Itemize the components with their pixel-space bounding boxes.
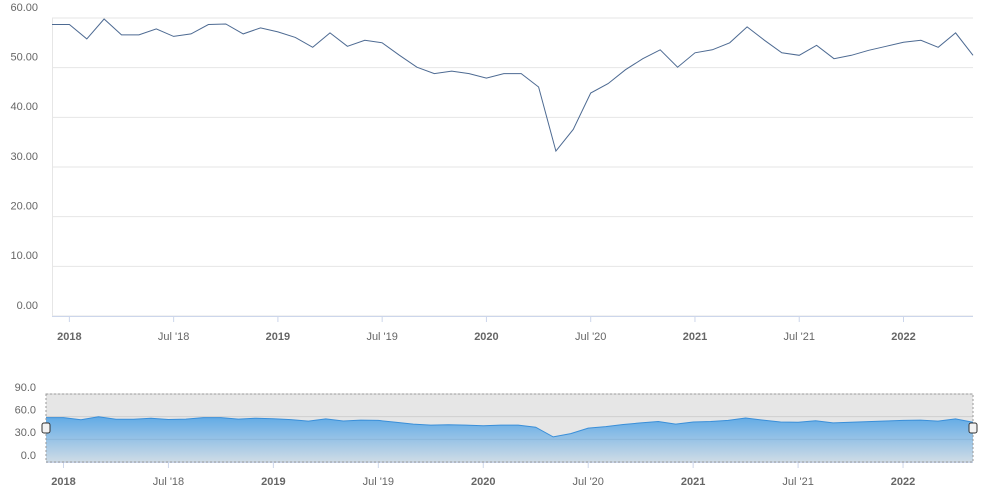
x-tick-label: Jul '18	[158, 331, 189, 343]
y-tick-label: 20.00	[10, 201, 38, 213]
x-tick-label: 2020	[474, 331, 498, 343]
x-tick-label: 2021	[683, 331, 707, 343]
x-tick-label: 2018	[57, 331, 81, 343]
y-tick-label: 30.00	[10, 151, 38, 163]
x-tick-label: 2020	[471, 476, 495, 488]
x-tick-label: 2022	[891, 476, 915, 488]
y-tick-label: 0.0	[21, 450, 36, 462]
x-tick-label: Jul '19	[366, 331, 397, 343]
x-tick-label: Jul '19	[363, 476, 394, 488]
x-tick-label: Jul '20	[575, 331, 606, 343]
y-tick-label: 30.0	[15, 427, 36, 439]
x-tick-label: 2021	[681, 476, 705, 488]
series-line	[52, 18, 974, 153]
y-tick-label: 60.00	[10, 2, 38, 14]
navigator-area	[46, 416, 973, 462]
x-tick-label: Jul '20	[572, 476, 603, 488]
x-tick-label: Jul '18	[153, 476, 184, 488]
y-tick-label: 90.0	[15, 382, 36, 394]
navigator-handle[interactable]	[968, 422, 978, 434]
x-tick-label: 2019	[266, 331, 290, 343]
navigator-handle[interactable]	[41, 422, 51, 434]
y-tick-label: 10.00	[10, 250, 38, 262]
x-tick-label: 2019	[261, 476, 285, 488]
y-tick-label: 0.00	[17, 300, 38, 312]
x-tick-label: Jul '21	[782, 476, 813, 488]
navigator-line	[46, 416, 974, 438]
y-tick-label: 60.0	[15, 405, 36, 417]
y-tick-label: 40.00	[10, 101, 38, 113]
x-tick-label: 2022	[891, 331, 915, 343]
x-tick-label: Jul '21	[783, 331, 814, 343]
y-tick-label: 50.00	[10, 52, 38, 64]
x-tick-label: 2018	[51, 476, 75, 488]
